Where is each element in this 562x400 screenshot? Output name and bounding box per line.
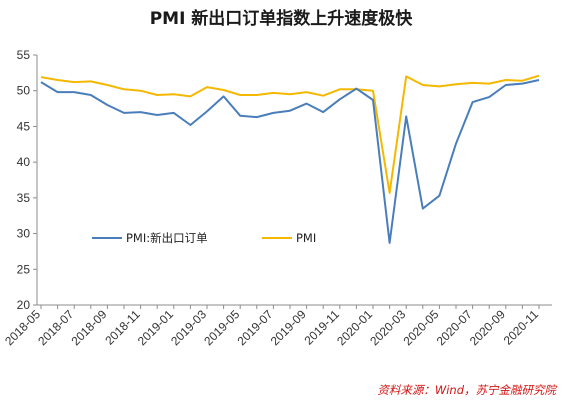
x-tick-label: 2018-07: [35, 307, 76, 348]
y-tick-label: 55: [17, 48, 31, 62]
legend: PMI:新出口订单 PMI: [92, 231, 316, 245]
source-note: 资料来源：Wind，苏宁金融研究院: [377, 383, 557, 397]
x-tick-label: 2020-07: [434, 307, 475, 348]
y-tick-label: 35: [17, 191, 31, 205]
x-tick-label: 2020-09: [467, 307, 508, 348]
series-line-pmi: [40, 74, 540, 194]
x-tick-label: 2018-05: [2, 307, 43, 348]
legend-label-new-export-orders: PMI:新出口订单: [126, 231, 208, 245]
x-tick-label: 2020-03: [367, 307, 408, 348]
y-tick-label: 30: [17, 227, 31, 241]
series-layer: [40, 74, 540, 244]
x-tick-label: 2019-01: [135, 307, 176, 348]
y-tick-label: 45: [17, 119, 31, 133]
x-tick-label: 2019-09: [268, 307, 309, 348]
x-tick-label: 2018-09: [68, 307, 109, 348]
x-tick-label: 2019-05: [201, 307, 242, 348]
series-line-new-export-orders: [40, 79, 540, 244]
y-tick-label: 40: [17, 155, 31, 169]
x-tick-label: 2020-05: [400, 307, 441, 348]
x-tick-label: 2019-03: [168, 307, 209, 348]
chart-title: PMI 新出口订单指数上升速度极快: [150, 8, 414, 29]
y-tick-label: 25: [17, 262, 31, 276]
y-axis: 20 25 30 35 40 45 50 55: [17, 48, 38, 312]
x-tick-label: 2020-01: [334, 307, 375, 348]
y-tick-label: 20: [17, 298, 31, 312]
x-tick-label: 2019-07: [234, 307, 275, 348]
legend-label-pmi: PMI: [296, 231, 316, 245]
y-tick-label: 50: [17, 84, 31, 98]
x-tick-label: 2020-11: [501, 307, 542, 348]
x-axis: 2018-052018-072018-092018-112019-012019-…: [2, 304, 552, 348]
